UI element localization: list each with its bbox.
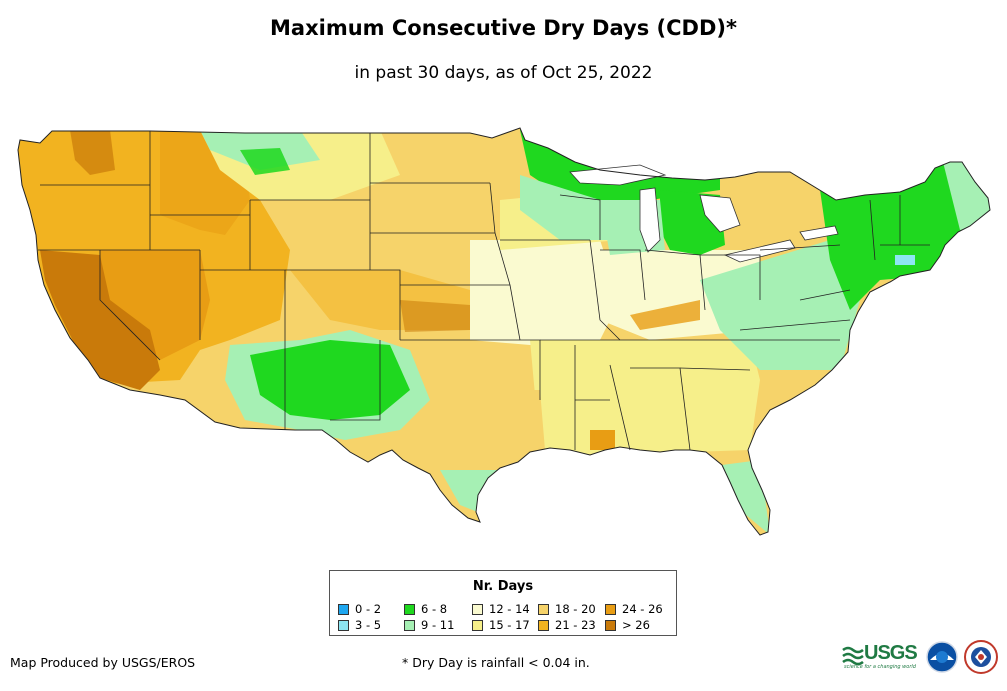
agency-logos: USGS science for a changing world [842,638,1002,678]
legend-swatch [404,604,415,615]
us-cdd-map [17,127,991,536]
cdd-category-regions [18,128,990,535]
legend-item-3-5: 3 - 5 [338,619,381,631]
nws-logo-icon [964,640,998,674]
legend-item-18-20: 18 - 20 [538,603,596,615]
great-lakes [569,164,839,263]
legend-item-0-2: 0 - 2 [338,603,381,615]
legend-swatch [338,604,349,615]
legend-swatch [605,604,616,615]
map-credit: Map Produced by USGS/EROS [10,655,196,670]
legend-item-gt-26: > 26 [605,619,650,631]
legend-item-9-11: 9 - 11 [404,619,454,631]
legend-item-12-14: 12 - 14 [472,603,530,615]
legend-item-6-8: 6 - 8 [404,603,447,615]
legend-swatch [538,604,549,615]
legend-swatch [472,620,483,631]
noaa-logo-icon [926,641,958,673]
map-title: Maximum Consecutive Dry Days (CDD)* [270,16,737,40]
legend-swatch [472,604,483,615]
state-boundaries [38,131,930,451]
usgs-wave-icon [842,646,864,666]
legend-swatch [338,620,349,631]
usgs-tagline: science for a changing world [844,664,916,670]
legend-title: Nr. Days [472,579,534,594]
legend-item-24-26: 24 - 26 [605,603,663,615]
legend-item-21-23: 21 - 23 [538,619,596,631]
map-subtitle: in past 30 days, as of Oct 25, 2022 [354,63,653,83]
legend: Nr. Days 0 - 2 3 - 5 6 - 8 9 - 11 12 - 1… [329,570,677,636]
usgs-logo-text: USGS [864,642,918,664]
legend-swatch [538,620,549,631]
dry-day-footnote: * Dry Day is rainfall < 0.04 in. [402,655,590,670]
legend-swatch [605,620,616,631]
legend-swatch [404,620,415,631]
legend-item-15-17: 15 - 17 [472,619,530,631]
